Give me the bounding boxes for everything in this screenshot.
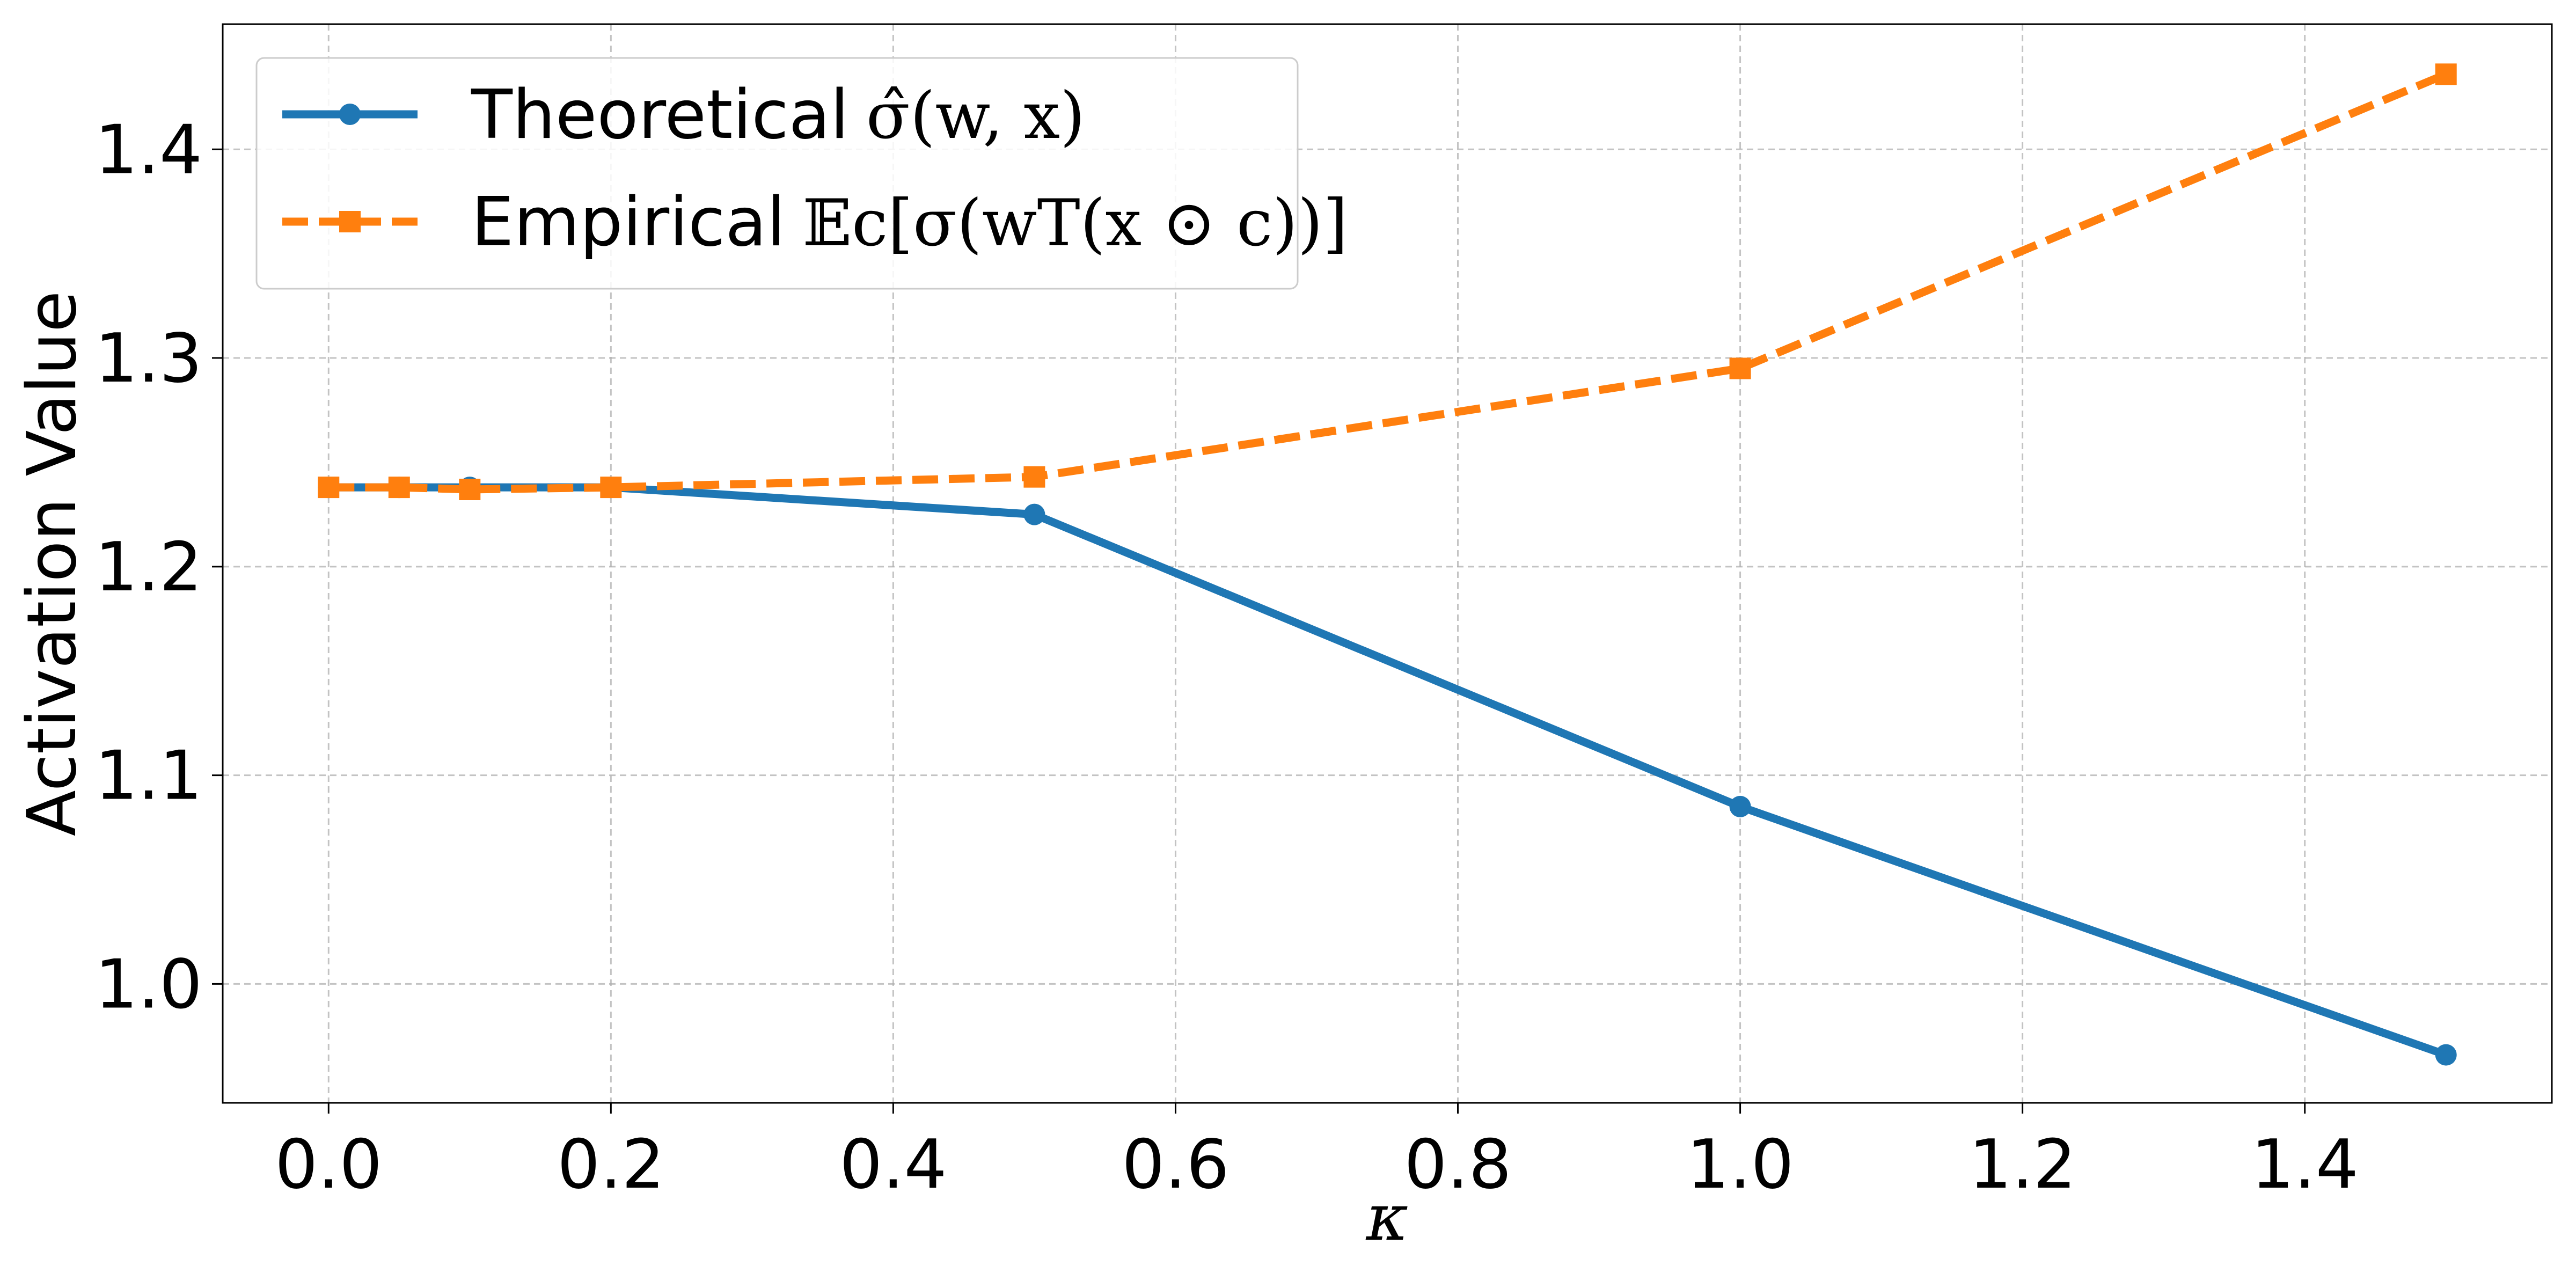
series-theoretical (318, 477, 2457, 1066)
data-point (1023, 466, 1045, 488)
x-axis-title: κ (1365, 1181, 1409, 1255)
series-line (328, 483, 2448, 1059)
legend-label-math: σ̂(w, x) (866, 79, 1085, 153)
y-tick-label: 1.1 (95, 736, 202, 815)
x-tick-label: 0.6 (1122, 1125, 1229, 1204)
x-tick-label: 0.4 (839, 1125, 947, 1204)
data-point (2435, 1044, 2457, 1066)
legend-marker (339, 104, 361, 125)
legend-label-text: Theoretical (471, 75, 849, 154)
legend-label-math: 𝔼c[σ(wT(x ⊙ c))] (803, 186, 1348, 261)
legend-box (255, 57, 1299, 290)
y-axis: 1.0 1.1 1.2 1.3 1.4 (95, 110, 223, 1023)
legend-items: Theoretical σ̂(w, x) Empirical 𝔼c[σ(wT(x ⊙ … (282, 75, 1348, 261)
x-tick-label: 0.8 (1404, 1125, 1511, 1204)
legend-label: Theoretical σ̂(w, x) (471, 75, 1085, 154)
data-point (2435, 63, 2457, 85)
y-tick-label: 1.2 (95, 528, 202, 606)
legend-item: Empirical 𝔼c[σ(wT(x ⊙ c))] (282, 182, 1348, 261)
x-tick-label: 1.2 (1968, 1125, 2076, 1204)
y-tick-label: 1.3 (95, 319, 202, 398)
data-point (1729, 357, 1751, 379)
x-tick-label: 0.0 (275, 1125, 382, 1204)
data-point (318, 477, 340, 499)
data-point (1023, 503, 1045, 525)
legend: Theoretical σ̂(w, x) Empirical 𝔼c[σ(wT(x ⊙ … (255, 57, 1348, 290)
legend-label: Empirical 𝔼c[σ(wT(x ⊙ c))] (471, 182, 1348, 261)
x-tick-label: 1.0 (1686, 1125, 1794, 1204)
y-tick-label: 1.4 (95, 110, 202, 189)
data-point (388, 477, 410, 499)
y-tick-label: 1.0 (95, 945, 202, 1023)
y-axis-title: Activation Value (12, 291, 91, 837)
series-empirical (318, 63, 2457, 500)
legend-item: Theoretical σ̂(w, x) (282, 75, 1085, 154)
x-axis: 0.0 0.2 0.4 0.6 0.8 1.0 1.2 1.4 (275, 1103, 2359, 1204)
legend-label-text: Empirical (471, 182, 786, 261)
plot-series (318, 63, 2457, 1066)
data-point (1729, 795, 1751, 817)
x-tick-label: 0.2 (557, 1125, 664, 1204)
data-point (459, 478, 481, 500)
x-tick-label: 1.4 (2251, 1125, 2359, 1204)
data-point (600, 477, 622, 499)
plot-area-frame (222, 23, 2553, 1104)
legend-marker (339, 211, 361, 232)
